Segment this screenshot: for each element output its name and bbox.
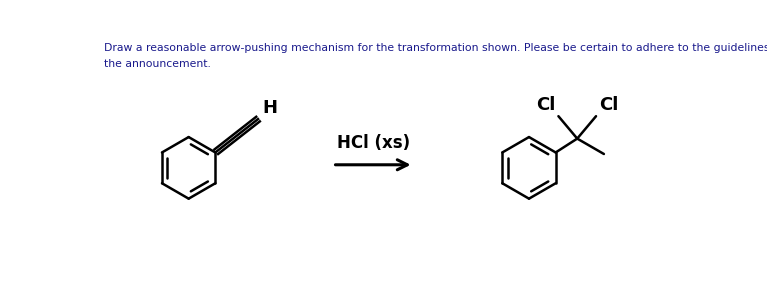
Text: the announcement.: the announcement.	[104, 59, 211, 68]
Text: HCl (xs): HCl (xs)	[337, 135, 410, 152]
Text: Draw a reasonable arrow-pushing mechanism for the transformation shown. Please b: Draw a reasonable arrow-pushing mechanis…	[104, 43, 767, 53]
Text: Cl: Cl	[536, 96, 555, 114]
Text: H: H	[263, 99, 278, 117]
Text: Cl: Cl	[599, 96, 618, 114]
